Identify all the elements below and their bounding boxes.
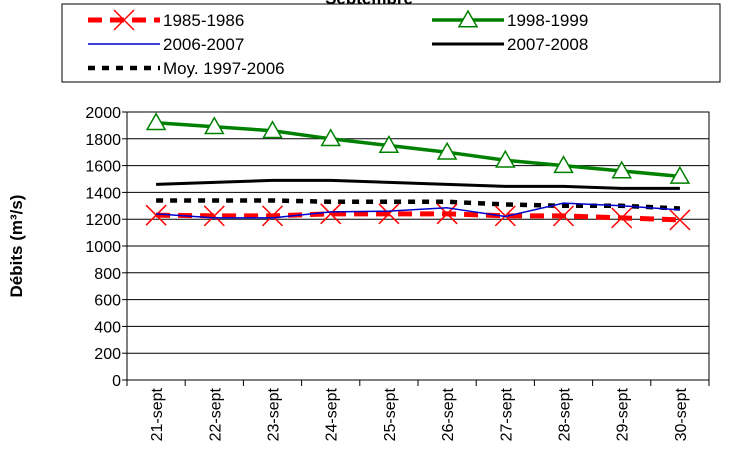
data-point-x-marker <box>261 205 284 227</box>
data-point-x-marker <box>378 203 400 225</box>
data-point-triangle-marker <box>436 141 458 160</box>
data-point-triangle-marker <box>262 120 283 139</box>
y-axis-ticks: 0 200 400 600 800 1000 1200 1400 1600 1800 2000 <box>85 105 127 390</box>
y-tick-label: 1400 <box>85 185 121 202</box>
y-axis-label: Débits (m³/s) <box>7 195 26 298</box>
data-point-x-marker <box>552 205 575 227</box>
y-tick-label: 1600 <box>85 159 121 176</box>
data-point-x-marker <box>320 203 342 225</box>
data-point-x-marker <box>113 9 135 31</box>
series-line <box>156 202 680 219</box>
x-axis-ticks: 21-sept 22-sept 23-sept 24-sept 25-sept 26-se… <box>126 380 710 441</box>
series-2006-2007 <box>156 202 680 219</box>
x-tick-label: 28-sept <box>557 387 574 441</box>
y-tick-label: 1000 <box>85 239 121 256</box>
y-tick-label: 0 <box>112 373 121 390</box>
data-point-triangle-marker <box>669 165 691 184</box>
x-tick-label: 29-sept <box>615 387 632 441</box>
y-tick-label: 1200 <box>85 212 121 229</box>
x-tick-label: 25-sept <box>382 387 399 441</box>
legend-entry: 2007-2008 <box>432 35 588 54</box>
series-line <box>156 178 680 190</box>
y-tick-label: 800 <box>94 266 121 283</box>
legend-entry: 1985-1986 <box>88 9 244 31</box>
y-tick-label: 1800 <box>85 132 121 149</box>
legend-label: 1985-1986 <box>163 11 244 30</box>
x-tick-label: 22-sept <box>207 387 224 441</box>
data-point-x-marker <box>669 209 691 231</box>
x-tick-label: 24-sept <box>324 387 341 441</box>
legend-label: Moy. 1997-2006 <box>163 59 285 78</box>
series-moy-1997-2006 <box>156 198 681 211</box>
data-point-triangle-marker <box>553 155 574 174</box>
data-point-x-marker <box>145 204 167 226</box>
x-tick-label: 27-sept <box>498 387 515 441</box>
data-point-x-marker <box>611 207 633 229</box>
legend-entry: 2006-2007 <box>88 35 244 54</box>
data-point-triangle-marker <box>457 9 479 28</box>
y-tick-label: 600 <box>94 293 121 310</box>
legend-label: 1998-1999 <box>507 11 588 30</box>
x-tick-label: 23-sept <box>266 387 283 441</box>
data-point-triangle-marker <box>611 160 632 179</box>
legend-label: 2007-2008 <box>507 35 588 54</box>
legend-label: 2006-2007 <box>163 35 244 54</box>
legend-entry: 1998-1999 <box>432 9 588 30</box>
data-point-x-marker <box>436 203 458 225</box>
series-line <box>155 120 681 179</box>
data-point-triangle-marker <box>495 149 516 168</box>
legend-box <box>61 3 721 83</box>
y-tick-label: 200 <box>94 346 121 363</box>
series-line <box>156 198 681 211</box>
series-1998-1999 <box>145 112 691 184</box>
x-tick-label: 21-sept <box>149 387 166 441</box>
legend: 1985-1986 1998-1999 2006-2007 2007-2008 Moy.… <box>61 3 721 83</box>
data-point-triangle-marker <box>320 128 341 147</box>
data-point-x-marker <box>203 205 225 227</box>
x-tick-label: 26-sept <box>440 387 457 441</box>
y-tick-label: 2000 <box>85 105 121 122</box>
data-point-triangle-marker <box>378 134 400 153</box>
y-tick-label: 400 <box>94 319 121 336</box>
gridlines <box>126 111 710 381</box>
data-point-triangle-marker <box>204 116 225 135</box>
series-2007-2008 <box>156 178 680 190</box>
data-point-triangle-marker <box>145 112 167 131</box>
legend-entry: Moy. 1997-2006 <box>88 59 285 78</box>
plot-area <box>145 112 691 231</box>
x-tick-label: 30-sept <box>673 387 690 441</box>
